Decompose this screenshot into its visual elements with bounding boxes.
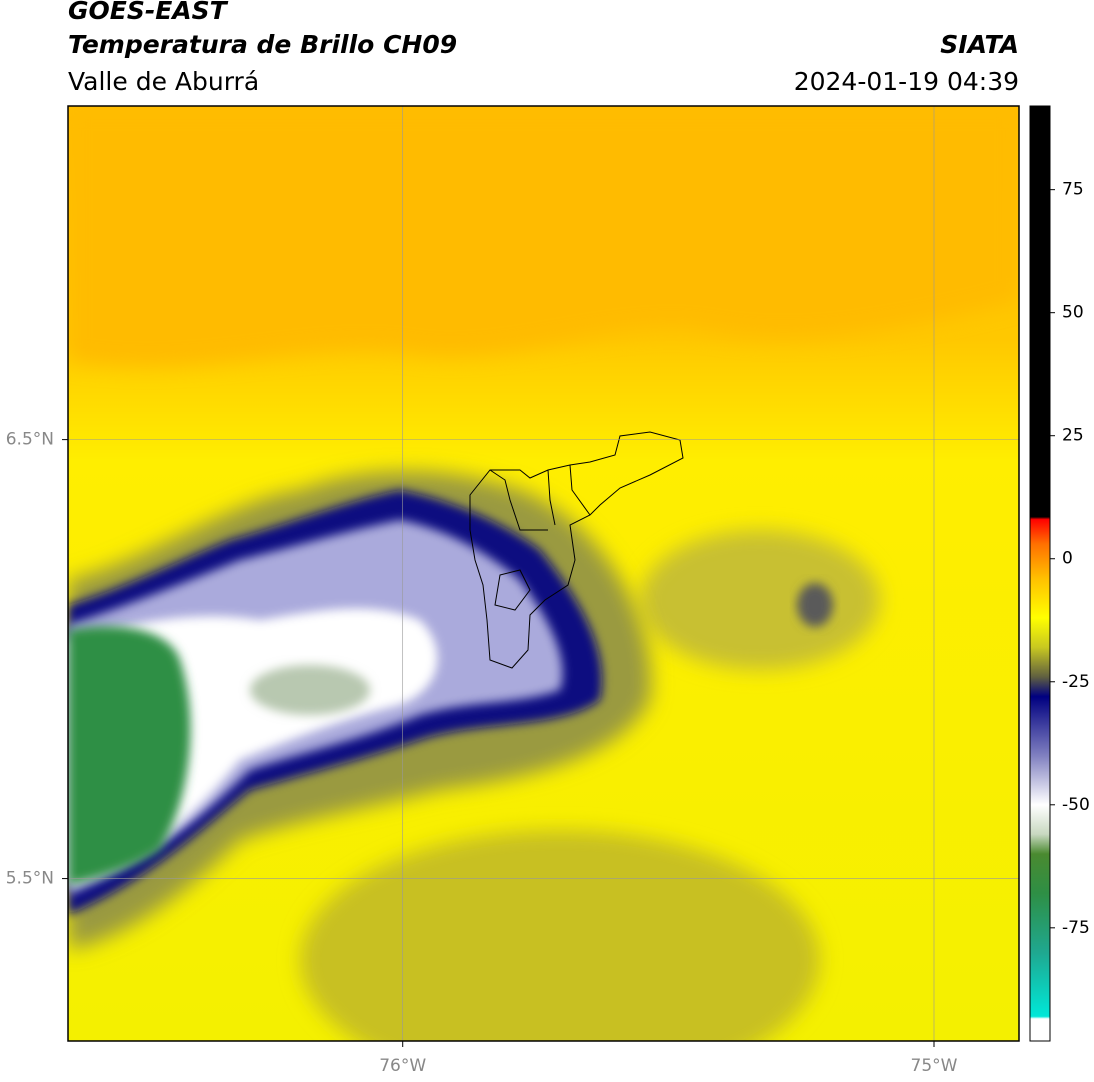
source: SIATA xyxy=(940,30,1019,59)
colorbar-tick-label: 50 xyxy=(1062,303,1084,323)
map-field xyxy=(68,106,1019,1041)
x-tick-label: 76°W xyxy=(379,1056,426,1076)
x-tick-label: 75°W xyxy=(911,1056,958,1076)
y-tick-label: 6.5°N xyxy=(6,430,54,450)
subtitle: Temperatura de Brillo CH09 xyxy=(68,30,457,59)
colorbar-tick-label: -75 xyxy=(1062,918,1090,938)
colorbar-tick-label: -25 xyxy=(1062,672,1090,692)
colorbar xyxy=(1029,105,1051,1042)
grid xyxy=(68,106,1019,1041)
valley-outline xyxy=(469,431,684,669)
datetime: 2024-01-19 04:39 xyxy=(794,67,1019,96)
map-frame xyxy=(67,105,1020,1042)
title: GOES-EAST xyxy=(68,0,229,25)
region: Valle de Aburrá xyxy=(68,67,259,96)
y-tick-label: 5.5°N xyxy=(6,869,54,889)
colorbar-tick-label: 75 xyxy=(1062,180,1084,200)
colorbar-tick-label: -50 xyxy=(1062,795,1090,815)
colorbar-tick-label: 25 xyxy=(1062,426,1084,446)
colorbar-tick-label: 0 xyxy=(1062,549,1073,569)
